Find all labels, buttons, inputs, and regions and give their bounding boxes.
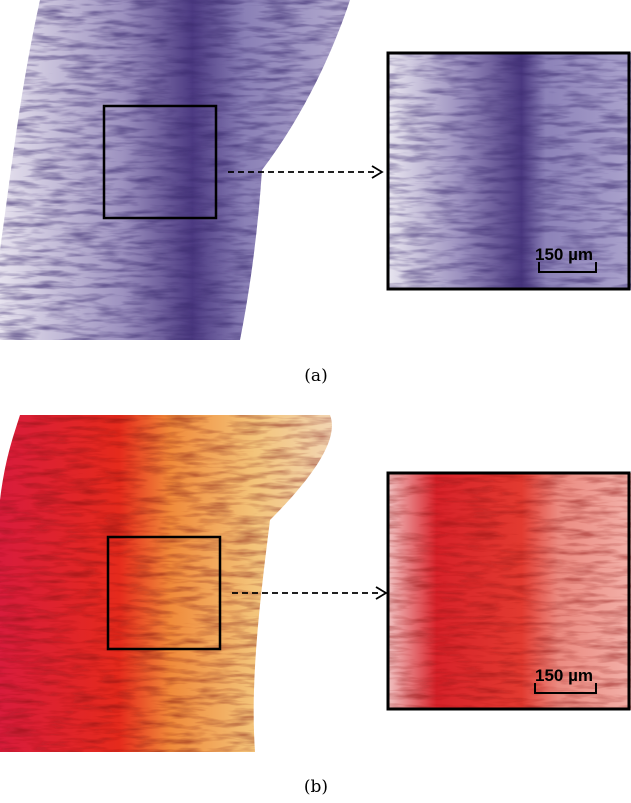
panel-label: (b) <box>304 777 328 797</box>
panel-a: 150 µm (a) <box>0 0 631 386</box>
scale-bar-label: 150 µm <box>535 666 593 685</box>
scale-bar-label: 150 µm <box>535 245 593 264</box>
inset <box>388 53 631 290</box>
inset <box>388 473 631 710</box>
panel-label: (a) <box>304 366 327 386</box>
panel-b: 150 µm (b) <box>0 415 631 797</box>
micrograph <box>0 0 350 340</box>
micrograph <box>0 415 340 752</box>
figure: 150 µm (a) 150 µm (b) <box>0 0 631 803</box>
